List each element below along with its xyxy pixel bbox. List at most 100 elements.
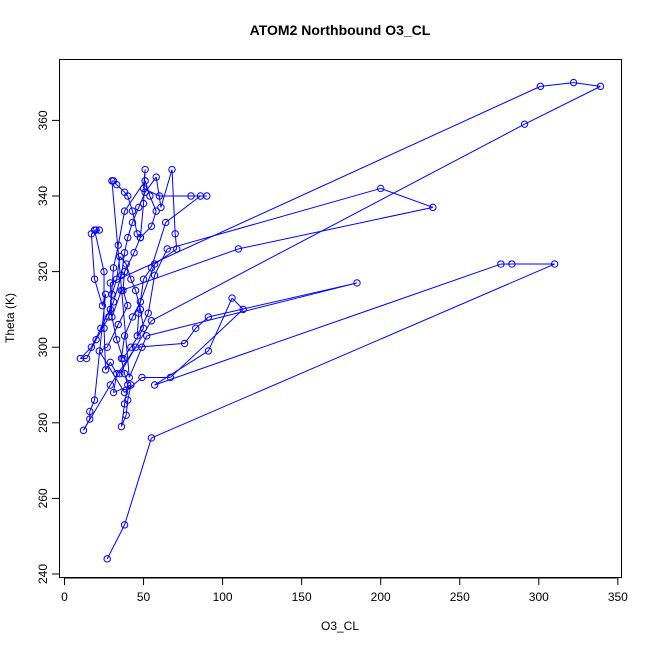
series-segment — [143, 267, 152, 280]
data-point — [234, 245, 243, 253]
data-point — [106, 381, 115, 389]
y-tick-label: 340 — [36, 186, 50, 206]
data-point — [92, 226, 100, 234]
data-point — [117, 271, 126, 280]
data-point — [127, 343, 135, 351]
series-points — [76, 78, 605, 563]
data-point — [76, 354, 85, 363]
data-point — [187, 192, 195, 200]
data-point — [127, 275, 135, 283]
data-point — [141, 165, 149, 174]
data-point — [239, 305, 247, 314]
data-point — [139, 184, 148, 193]
series-segment — [124, 437, 152, 526]
data-point — [106, 305, 115, 314]
series-segment — [540, 82, 574, 87]
series-segment — [124, 237, 129, 253]
data-point — [114, 241, 122, 249]
x-tick-label: 0 — [61, 590, 68, 604]
data-point — [106, 358, 115, 367]
series-segment — [238, 206, 433, 250]
data-point — [163, 245, 171, 253]
series-segment — [128, 347, 143, 378]
data-point — [116, 252, 124, 261]
data-point — [103, 555, 111, 563]
data-point — [124, 233, 132, 242]
data-point — [120, 388, 129, 397]
x-axis-label: O3_CL — [321, 619, 359, 633]
series-segment — [133, 237, 141, 253]
data-point — [122, 260, 130, 268]
series-segment — [150, 210, 157, 227]
y-axis-label: Theta (K) — [3, 293, 17, 343]
data-point — [147, 317, 156, 325]
data-point — [143, 332, 151, 340]
data-point — [87, 230, 96, 238]
data-point — [90, 275, 99, 283]
data-point — [138, 373, 146, 382]
data-point — [95, 226, 103, 234]
y-tick-label: 240 — [36, 564, 50, 584]
data-point — [596, 82, 605, 91]
data-point — [133, 332, 141, 340]
series-segment — [89, 399, 96, 412]
series-segment — [171, 169, 176, 234]
data-point — [192, 324, 200, 332]
series-segment — [121, 248, 239, 291]
data-point — [98, 301, 107, 310]
chart-title: ATOM2 Northbound O3_CL — [250, 22, 431, 38]
data-point — [139, 275, 148, 283]
data-point — [120, 332, 129, 340]
data-point — [112, 180, 121, 189]
data-point — [112, 335, 121, 344]
data-point — [120, 521, 129, 529]
series-segment — [141, 335, 148, 348]
data-point — [128, 218, 137, 227]
data-point — [125, 373, 134, 382]
series-segment — [125, 263, 132, 280]
data-point — [180, 339, 189, 348]
data-point — [150, 271, 159, 280]
series-segment — [135, 342, 185, 348]
data-point — [136, 305, 145, 314]
data-point — [101, 290, 110, 298]
data-point — [124, 381, 132, 389]
data-point — [168, 165, 176, 174]
series-segment — [99, 346, 108, 352]
data-point — [166, 373, 175, 382]
data-point — [124, 301, 132, 310]
data-point — [228, 294, 236, 302]
x-axis: 0 50 100 150 200 250 300 350 — [61, 577, 628, 604]
series-segment — [150, 222, 167, 268]
data-point — [146, 192, 154, 200]
y-tick-label: 320 — [36, 261, 50, 281]
series-segment — [165, 195, 201, 223]
series-segment — [136, 312, 149, 337]
data-point — [105, 313, 113, 321]
data-point — [152, 207, 160, 215]
series-segment — [111, 180, 130, 378]
series-segment — [124, 377, 143, 393]
y-tick-label: 280 — [36, 412, 50, 432]
series-segment — [90, 233, 96, 280]
data-point — [147, 434, 156, 442]
data-point — [152, 173, 160, 181]
data-point — [120, 369, 129, 378]
series-segment — [208, 282, 358, 318]
series-segment — [139, 203, 145, 238]
data-point — [100, 267, 108, 276]
series-segment — [146, 282, 358, 337]
y-tick-label: 300 — [36, 337, 50, 357]
data-point — [150, 381, 159, 389]
series-segment — [151, 123, 525, 322]
series-segment — [127, 222, 133, 238]
data-point — [109, 388, 118, 397]
series-segment — [154, 248, 168, 276]
data-point — [95, 347, 103, 355]
x-tick-label: 100 — [213, 590, 233, 604]
data-point — [120, 249, 129, 257]
data-point — [144, 309, 152, 317]
series-segment — [110, 85, 541, 284]
data-point — [101, 366, 110, 374]
data-point — [112, 275, 121, 283]
